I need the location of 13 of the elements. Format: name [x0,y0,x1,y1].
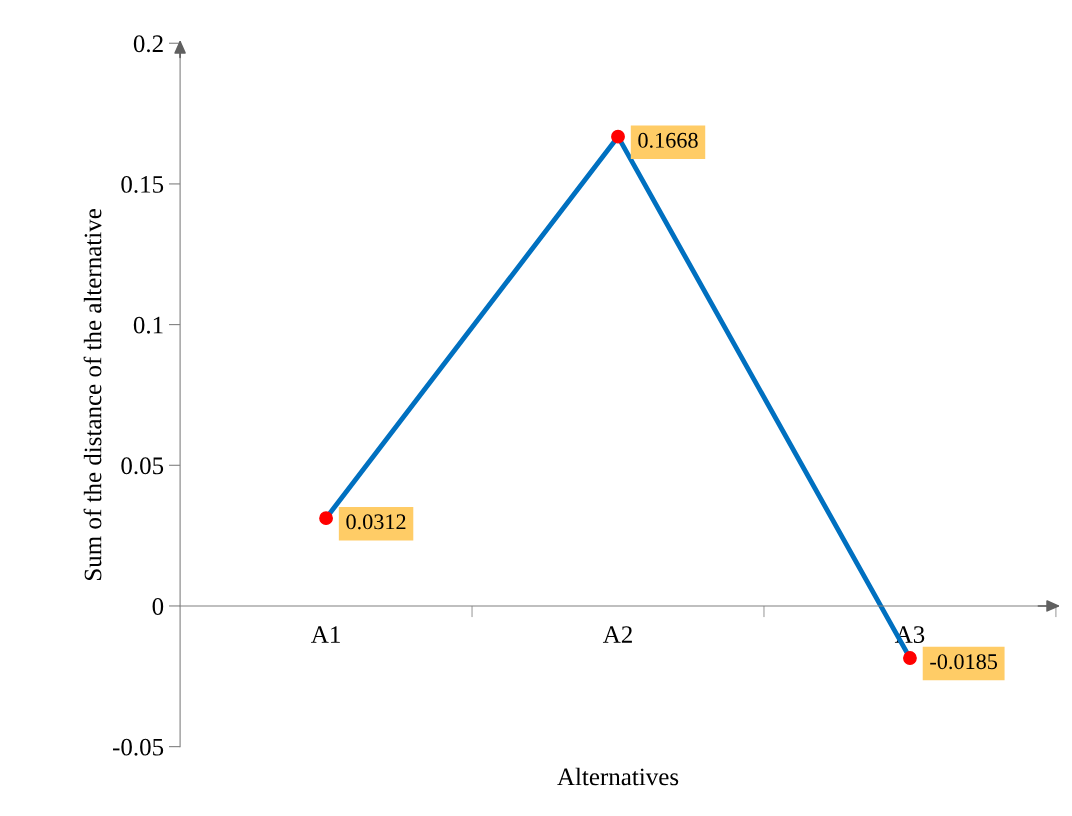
y-tick-label: 0.2 [133,35,163,53]
data-label: -0.0185 [930,654,998,670]
y-tick-label: 0.1 [133,316,163,334]
data-label: 0.1668 [638,132,698,148]
data-label: 0.0312 [346,514,406,530]
y-tick-label: -0.05 [112,738,164,756]
x-tick-label: A2 [602,626,632,643]
x-axis-title: Alternatives [557,767,679,786]
y-tick-label: 0.05 [121,457,164,475]
y-axis-title: Sum of the distance of the alternative [83,209,102,581]
x-tick-label: A1 [311,626,340,643]
y-tick-label: 0 [152,598,164,615]
y-tick-label: 0.15 [121,175,164,193]
